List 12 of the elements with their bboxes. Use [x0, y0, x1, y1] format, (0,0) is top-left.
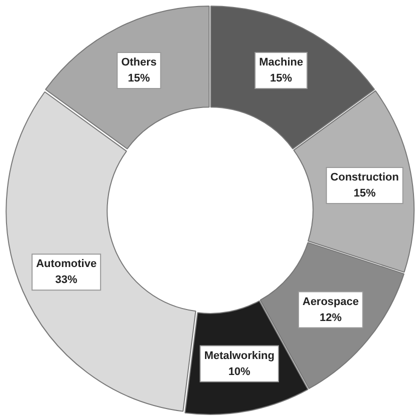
slice-label: Aerospace — [302, 296, 359, 308]
slice-label: Automotive — [36, 258, 97, 270]
slice-label: Construction — [330, 172, 400, 184]
slice-label: Others — [121, 56, 157, 69]
data-label: 15% — [354, 188, 376, 200]
data-label: 33% — [55, 274, 78, 286]
data-label: 10% — [228, 366, 251, 378]
slice-label: Machine — [259, 56, 304, 69]
data-label: 15% — [128, 72, 150, 85]
slice-label: Metalworking — [204, 350, 274, 362]
data-label: 12% — [320, 312, 342, 324]
data-label: 15% — [270, 72, 292, 85]
